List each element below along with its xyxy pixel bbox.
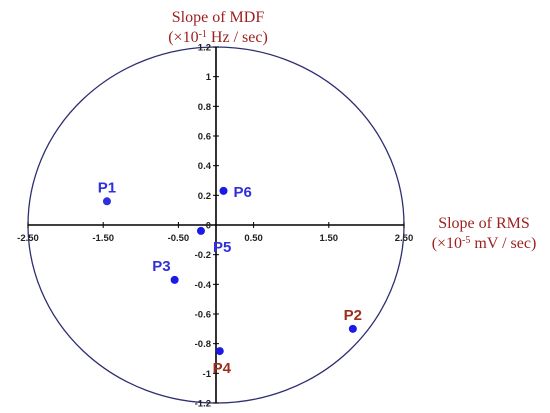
y-tick-label: 0.4: [198, 161, 212, 172]
x-axis-unit-prefix: (×10: [432, 235, 462, 252]
y-tick-label: 1.2: [198, 43, 211, 54]
data-point-p4: [215, 347, 224, 356]
x-tick-label: 1.50: [320, 233, 339, 244]
y-axis-unit-suffix: Hz / sec): [207, 29, 268, 46]
y-axis-title: Slope of MDF: [172, 9, 265, 26]
y-tick-label: 0.8: [198, 102, 211, 113]
data-point-p2: [348, 324, 357, 333]
x-axis-unit: (×10-5 mV / sec): [432, 235, 537, 253]
point-label-p6: P6: [234, 184, 252, 201]
y-tick-label: 0.2: [198, 191, 211, 202]
y-axis-unit-prefix: (×10: [168, 29, 198, 46]
x-axis-unit-suffix: mV / sec): [470, 235, 536, 252]
x-tick-label: 0.50: [244, 233, 263, 244]
y-tick-label: 0.6: [198, 132, 211, 143]
x-tick-label: -0.50: [168, 233, 190, 244]
y-tick-label: -1: [203, 369, 212, 380]
point-label-p2: P2: [344, 307, 362, 324]
y-tick-label: -0.2: [195, 250, 211, 261]
y-tick-label: -0.6: [195, 310, 211, 321]
point-label-p3: P3: [152, 258, 170, 275]
y-tick-label: -1.2: [195, 399, 211, 410]
y-tick-label: -0.8: [195, 339, 211, 350]
y-tick-label: 0: [206, 221, 211, 232]
point-label-p5: P5: [213, 239, 231, 256]
y-axis-unit: (×10-1 Hz / sec): [168, 29, 268, 47]
x-axis-title: Slope of RMS: [438, 215, 530, 232]
y-tick-label: 1: [206, 72, 212, 83]
x-tick-label: -1.50: [92, 233, 114, 244]
x-tick-label: 2.50: [395, 233, 414, 244]
data-point-p6: [219, 186, 228, 195]
data-point-p3: [170, 275, 179, 284]
y-tick-label: -0.4: [195, 280, 212, 291]
x-axis-unit-exponent: -5: [462, 235, 470, 246]
x-tick-label: -2.50: [17, 233, 39, 244]
data-point-p1: [102, 197, 111, 206]
data-point-p5: [196, 226, 205, 235]
point-label-p1: P1: [98, 179, 116, 196]
y-axis-unit-exponent: -1: [199, 29, 207, 40]
point-label-p4: P4: [213, 360, 232, 377]
